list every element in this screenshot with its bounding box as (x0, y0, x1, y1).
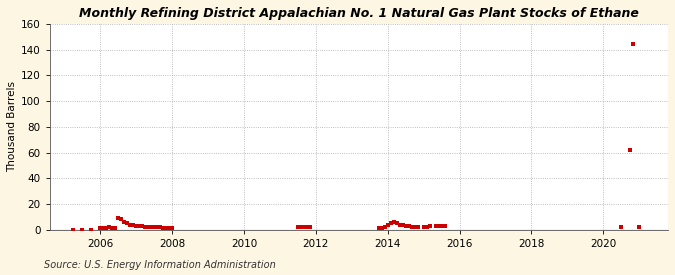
Point (292, 225, 303, 229)
Point (394, 222, 405, 227)
Point (425, 224, 435, 228)
Point (412, 225, 423, 229)
Point (113, 216, 124, 220)
Point (439, 224, 450, 228)
Point (98, 226, 109, 231)
Point (95, 226, 105, 231)
Point (298, 225, 309, 229)
Point (140, 225, 151, 229)
Point (122, 221, 132, 226)
Point (101, 226, 111, 231)
Point (125, 222, 136, 227)
Point (433, 224, 444, 228)
Point (152, 225, 163, 229)
Text: Source: U.S. Energy Information Administration: Source: U.S. Energy Information Administ… (44, 260, 275, 270)
Point (148, 225, 159, 229)
Point (388, 220, 399, 224)
Point (302, 225, 313, 229)
Point (421, 225, 432, 229)
Point (625, 148, 636, 152)
Point (164, 226, 175, 231)
Point (385, 221, 396, 226)
Point (373, 226, 384, 231)
Y-axis label: Thousand Barrels: Thousand Barrels (7, 81, 17, 172)
Point (304, 225, 315, 229)
Point (406, 225, 417, 229)
Point (296, 225, 306, 229)
Point (107, 226, 117, 231)
Point (436, 224, 447, 228)
Point (392, 221, 402, 226)
Point (110, 226, 121, 231)
Point (430, 224, 441, 228)
Point (418, 225, 429, 229)
Point (77, 228, 88, 232)
Point (128, 222, 138, 227)
Point (628, 42, 639, 47)
Point (115, 217, 126, 222)
Point (616, 225, 626, 229)
Point (409, 225, 420, 229)
Point (161, 226, 171, 231)
Point (131, 224, 142, 228)
Point (137, 224, 148, 228)
Point (634, 225, 645, 229)
Point (377, 226, 387, 231)
Point (104, 225, 115, 229)
Title: Monthly Refining District Appalachian No. 1 Natural Gas Plant Stocks of Ethane: Monthly Refining District Appalachian No… (79, 7, 639, 20)
Point (158, 226, 169, 231)
Point (403, 224, 414, 228)
Point (382, 222, 393, 227)
Point (146, 225, 157, 229)
Point (134, 224, 144, 228)
Point (155, 225, 165, 229)
Point (68, 228, 79, 232)
Point (398, 222, 408, 227)
Point (86, 228, 97, 232)
Point (119, 220, 130, 224)
Point (142, 225, 153, 229)
Point (379, 225, 390, 229)
Point (400, 224, 411, 228)
Point (167, 226, 178, 231)
